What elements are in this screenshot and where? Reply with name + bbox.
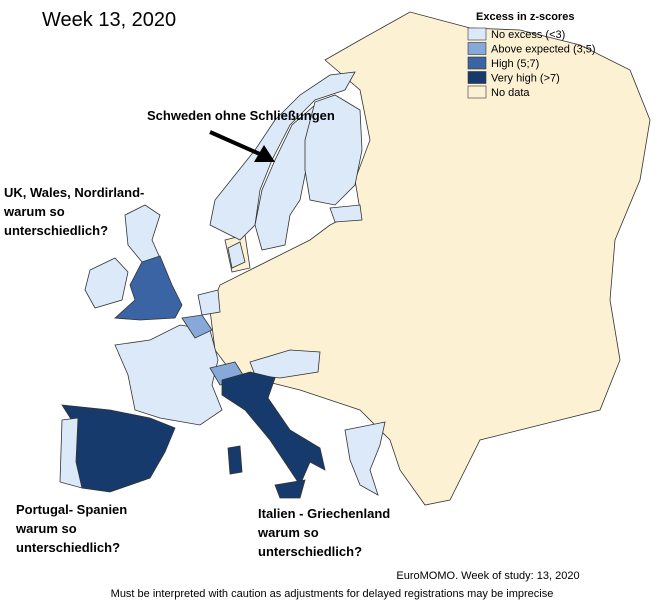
annotation: unterschiedlich? (258, 544, 362, 559)
region-sardinia (227, 445, 243, 475)
region-sicily (274, 479, 306, 499)
annotation: unterschiedlich? (4, 223, 108, 238)
region-portugal (59, 417, 83, 489)
legend-swatch (467, 56, 487, 70)
legend-swatch (467, 42, 487, 55)
annotation: unterschiedlich? (16, 540, 120, 555)
map (59, 11, 651, 506)
annotation: warum so (15, 521, 77, 536)
footer-note: Must be interpreted with caution as adju… (111, 588, 554, 600)
footer-source: EuroMOMO. Week of study: 13, 2020 (396, 570, 579, 582)
legend-title: Excess in z-scores (476, 11, 574, 23)
region-finland (304, 94, 363, 206)
region-estonia (329, 204, 363, 223)
region-england (114, 255, 183, 321)
arrow (209, 130, 263, 157)
annotation: Schweden ohne Schließungen (147, 108, 335, 123)
region-denmark (227, 241, 246, 269)
legend-swatch (467, 27, 487, 41)
arrow-head (254, 145, 275, 162)
region-france (114, 324, 223, 426)
region-italy (221, 371, 326, 486)
region-scotland (124, 204, 161, 263)
annotations: Schweden ohne Schließungen UK, Wales, Nor… (3, 108, 390, 559)
region-no-data (209, 11, 651, 506)
legend-label: No data (491, 87, 530, 99)
legend-label: High (5;7) (491, 58, 539, 70)
annotation: warum so (257, 525, 319, 540)
title: Week 13, 2020 (42, 9, 176, 31)
region-norway (209, 71, 356, 241)
annotation: warum so (3, 204, 65, 219)
region-ireland (84, 257, 129, 309)
annotation: Italien - Griechenland (258, 506, 390, 521)
region-netherlands (197, 289, 221, 316)
legend-label: Above expected (3;5) (491, 44, 596, 56)
region-belgium (181, 314, 213, 339)
legend-swatch (467, 85, 487, 99)
legend-label: Very high (>7) (491, 73, 560, 85)
legend-label: No excess (<3) (491, 29, 565, 41)
legend: Excess in z-scores No excess (<3) Above e… (467, 11, 596, 99)
annotation: UK, Wales, Nordirland- (4, 185, 144, 200)
legend-swatch (467, 71, 487, 84)
region-greece (344, 421, 386, 496)
annotation: Portugal- Spanien (16, 502, 127, 517)
